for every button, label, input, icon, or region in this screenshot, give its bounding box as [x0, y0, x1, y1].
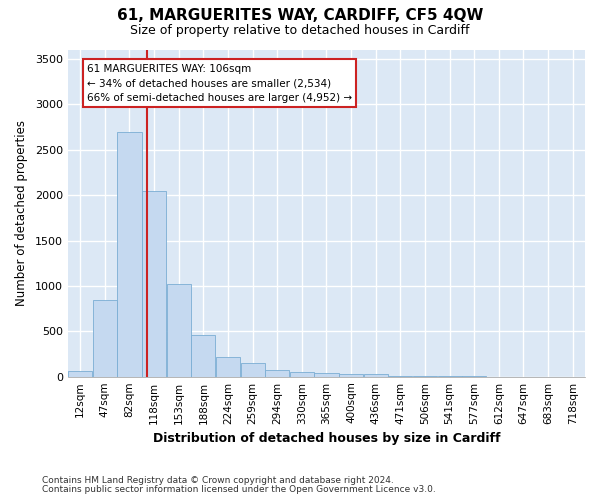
Bar — [93, 300, 117, 376]
X-axis label: Distribution of detached houses by size in Cardiff: Distribution of detached houses by size … — [153, 432, 500, 445]
Bar — [241, 362, 265, 376]
Bar — [68, 371, 92, 376]
Bar — [118, 132, 142, 376]
Text: Contains HM Land Registry data © Crown copyright and database right 2024.: Contains HM Land Registry data © Crown c… — [42, 476, 394, 485]
Bar — [142, 190, 166, 376]
Bar — [216, 356, 240, 376]
Bar — [314, 372, 338, 376]
Text: 61 MARGUERITES WAY: 106sqm
← 34% of detached houses are smaller (2,534)
66% of s: 61 MARGUERITES WAY: 106sqm ← 34% of deta… — [87, 64, 352, 103]
Bar — [364, 374, 388, 376]
Bar — [290, 372, 314, 376]
Bar — [191, 335, 215, 376]
Y-axis label: Number of detached properties: Number of detached properties — [15, 120, 28, 306]
Text: 61, MARGUERITES WAY, CARDIFF, CF5 4QW: 61, MARGUERITES WAY, CARDIFF, CF5 4QW — [117, 8, 483, 22]
Bar — [339, 374, 363, 376]
Text: Size of property relative to detached houses in Cardiff: Size of property relative to detached ho… — [130, 24, 470, 37]
Bar — [167, 284, 191, 376]
Text: Contains public sector information licensed under the Open Government Licence v3: Contains public sector information licen… — [42, 485, 436, 494]
Bar — [265, 370, 289, 376]
